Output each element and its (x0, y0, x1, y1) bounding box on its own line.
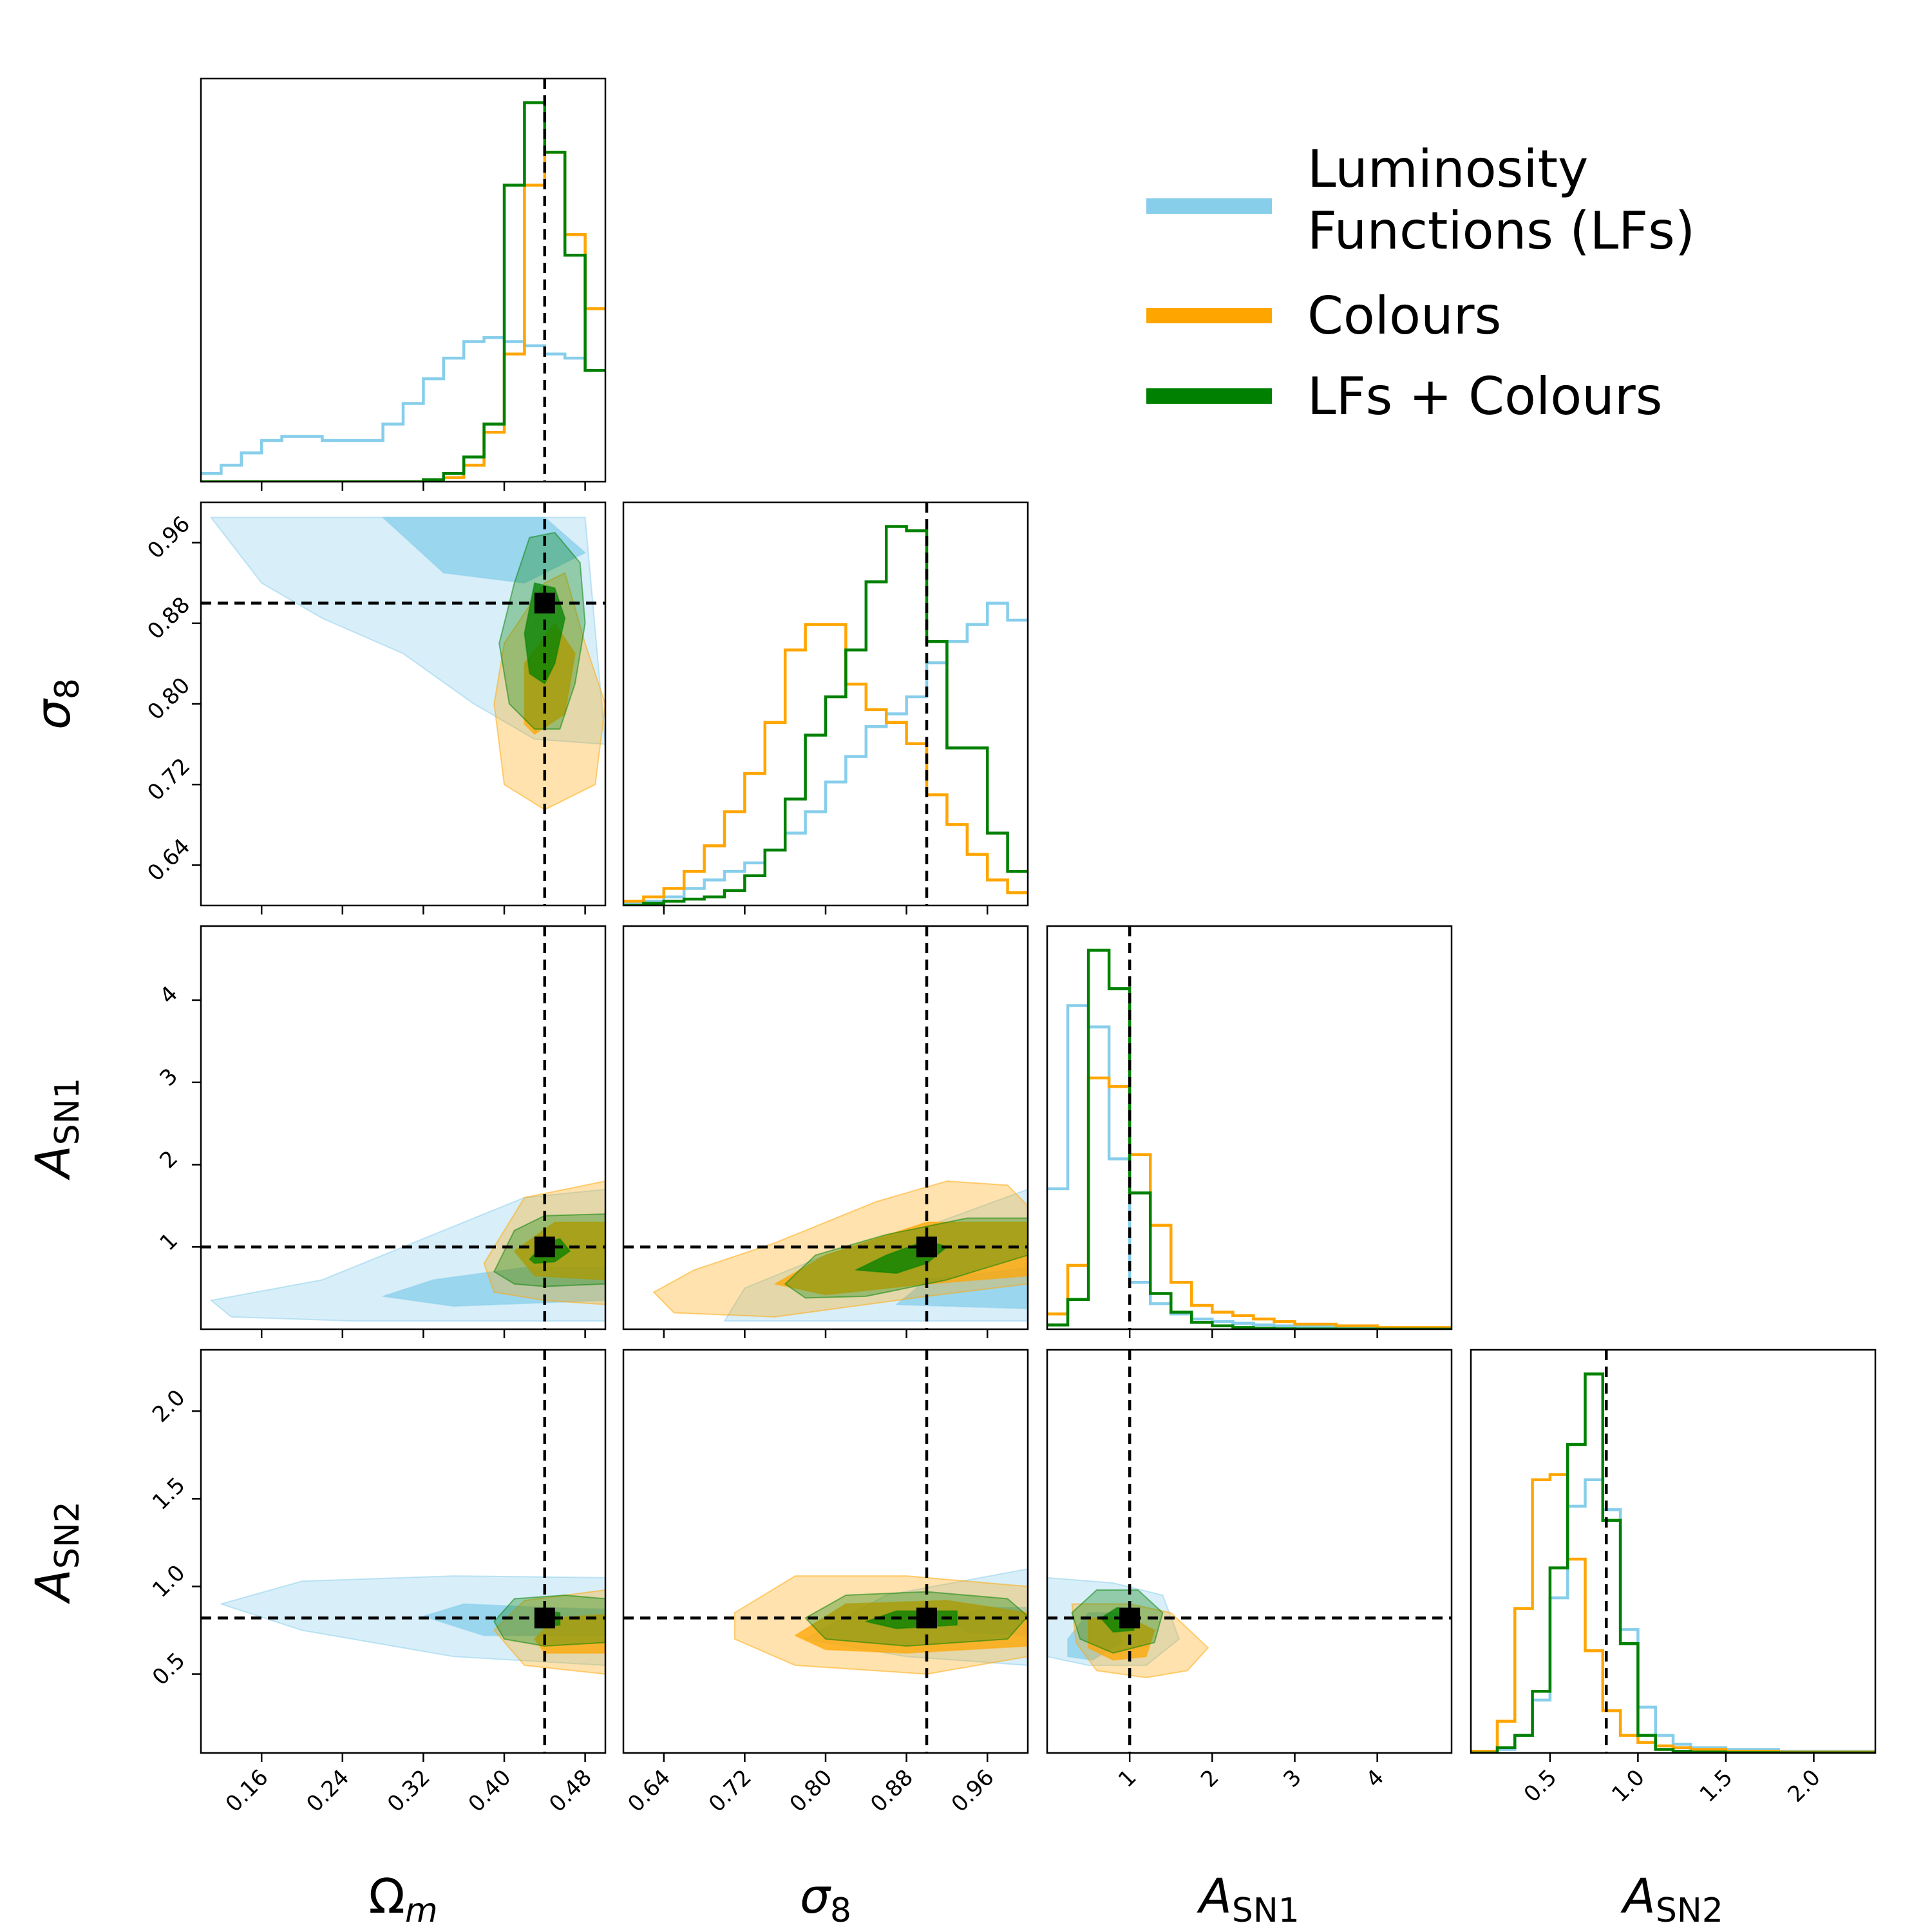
histogram-lfs-colours-s8 (623, 525, 1028, 905)
legend-entry-2: Colours (1146, 286, 1501, 346)
y-axis-label-s8: σ8 (26, 678, 87, 730)
histogram-colours-ASN2 (1471, 1473, 1875, 1753)
contour-panel-ASN1-vs-s8 (622, 925, 1029, 1338)
contour-outer-lfs (220, 1575, 605, 1666)
contour-panel-ASN2-vs-s8 (622, 1349, 1029, 1762)
y-axis-label-ASN2: ASN2 (26, 1501, 87, 1604)
contour-panel-ASN2-vs-Om (192, 1349, 607, 1762)
contour-panel-ASN2-vs-ASN1 (1046, 1349, 1453, 1762)
legend-label: Functions (LFs) (1307, 201, 1695, 261)
legend-label: LFs + Colours (1307, 366, 1662, 426)
panel-frame (200, 925, 607, 1331)
panel-frame (200, 1349, 607, 1754)
hist-panel-Om (200, 77, 607, 491)
histogram-colours-ASN1 (1047, 1076, 1452, 1329)
truth-point-marker (534, 1607, 555, 1629)
hist-panel-ASN1 (1046, 925, 1453, 1338)
histogram-lfs-s8 (623, 601, 1028, 905)
y-axis-label-ASN1: ASN1 (26, 1077, 87, 1180)
contour-panel-s8-vs-Om (192, 501, 607, 914)
x-axis-label-Om: Ωm (368, 1869, 437, 1930)
x-axis-label-s8: σ8 (800, 1869, 851, 1930)
truth-point-marker (534, 592, 555, 614)
histogram-lfs-colours-ASN2 (1471, 1372, 1875, 1753)
x-axis-label-ASN2: ASN2 (1620, 1869, 1723, 1930)
x-axis-label-ASN1: ASN1 (1197, 1869, 1300, 1930)
contour-inner-lfs (382, 516, 586, 584)
legend-label: Luminosity (1307, 139, 1588, 199)
legend-entry-3: LFs + Colours (1146, 366, 1662, 426)
panel-frame (200, 77, 607, 483)
hist-panel-s8 (622, 501, 1029, 914)
histogram-lfs-ASN1 (1047, 1004, 1452, 1329)
histogram-colours-s8 (623, 623, 1028, 903)
truth-point-marker (916, 1607, 937, 1629)
histogram-lfs-colours-Om (201, 101, 605, 482)
legend-label: Colours (1307, 286, 1501, 346)
panel-frame (1046, 925, 1453, 1331)
histogram-lfs-Om (201, 336, 605, 475)
contour-panel-ASN1-vs-Om (192, 925, 607, 1338)
panel-frame (1046, 1349, 1453, 1754)
truth-point-marker (534, 1236, 555, 1258)
truth-point-marker (916, 1236, 937, 1258)
panel-frame (1470, 1349, 1877, 1754)
truth-point-marker (1119, 1607, 1141, 1629)
hist-panel-ASN2 (1470, 1349, 1877, 1762)
